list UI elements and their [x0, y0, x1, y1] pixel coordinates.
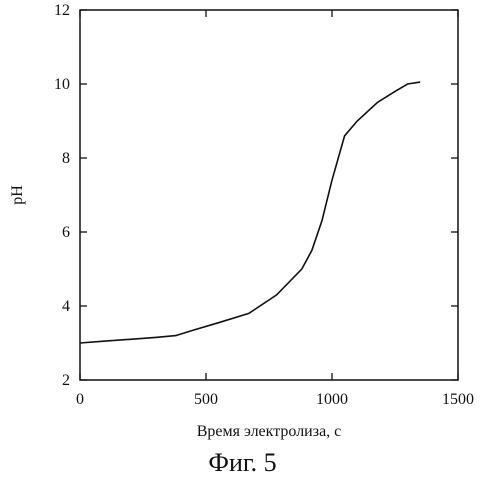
x-tick-label: 500 [194, 391, 218, 408]
ticks [80, 10, 458, 380]
line-chart: 2 4 6 8 10 12 0 500 1000 1500 Время электролиза, … [0, 0, 485, 440]
figure-caption: Фиг. 5 [0, 448, 485, 478]
series-line [80, 82, 420, 343]
y-tick-label: 2 [62, 372, 70, 389]
x-axis-label: Время электролиза, с [197, 423, 342, 440]
x-tick-label: 1000 [316, 391, 348, 408]
y-tick-label: 10 [54, 76, 70, 93]
y-axis-label: pH [9, 185, 26, 205]
x-tick-label: 1500 [442, 391, 474, 408]
y-tick-label: 8 [62, 150, 70, 167]
plot-frame [80, 10, 458, 380]
y-tick-label: 6 [62, 224, 70, 241]
x-tick-label: 0 [76, 391, 84, 408]
y-tick-label: 4 [62, 298, 70, 315]
tick-labels: 2 4 6 8 10 12 0 500 1000 1500 [54, 2, 474, 408]
y-tick-label: 12 [54, 2, 70, 19]
